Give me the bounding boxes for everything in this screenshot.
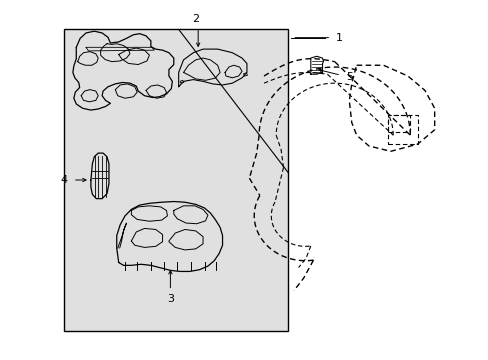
- Text: 1: 1: [335, 33, 343, 42]
- Text: 4: 4: [61, 175, 68, 185]
- Bar: [64, 30, 288, 330]
- Text: 3: 3: [166, 294, 174, 304]
- Text: 2: 2: [192, 14, 199, 24]
- Text: 5: 5: [345, 72, 352, 82]
